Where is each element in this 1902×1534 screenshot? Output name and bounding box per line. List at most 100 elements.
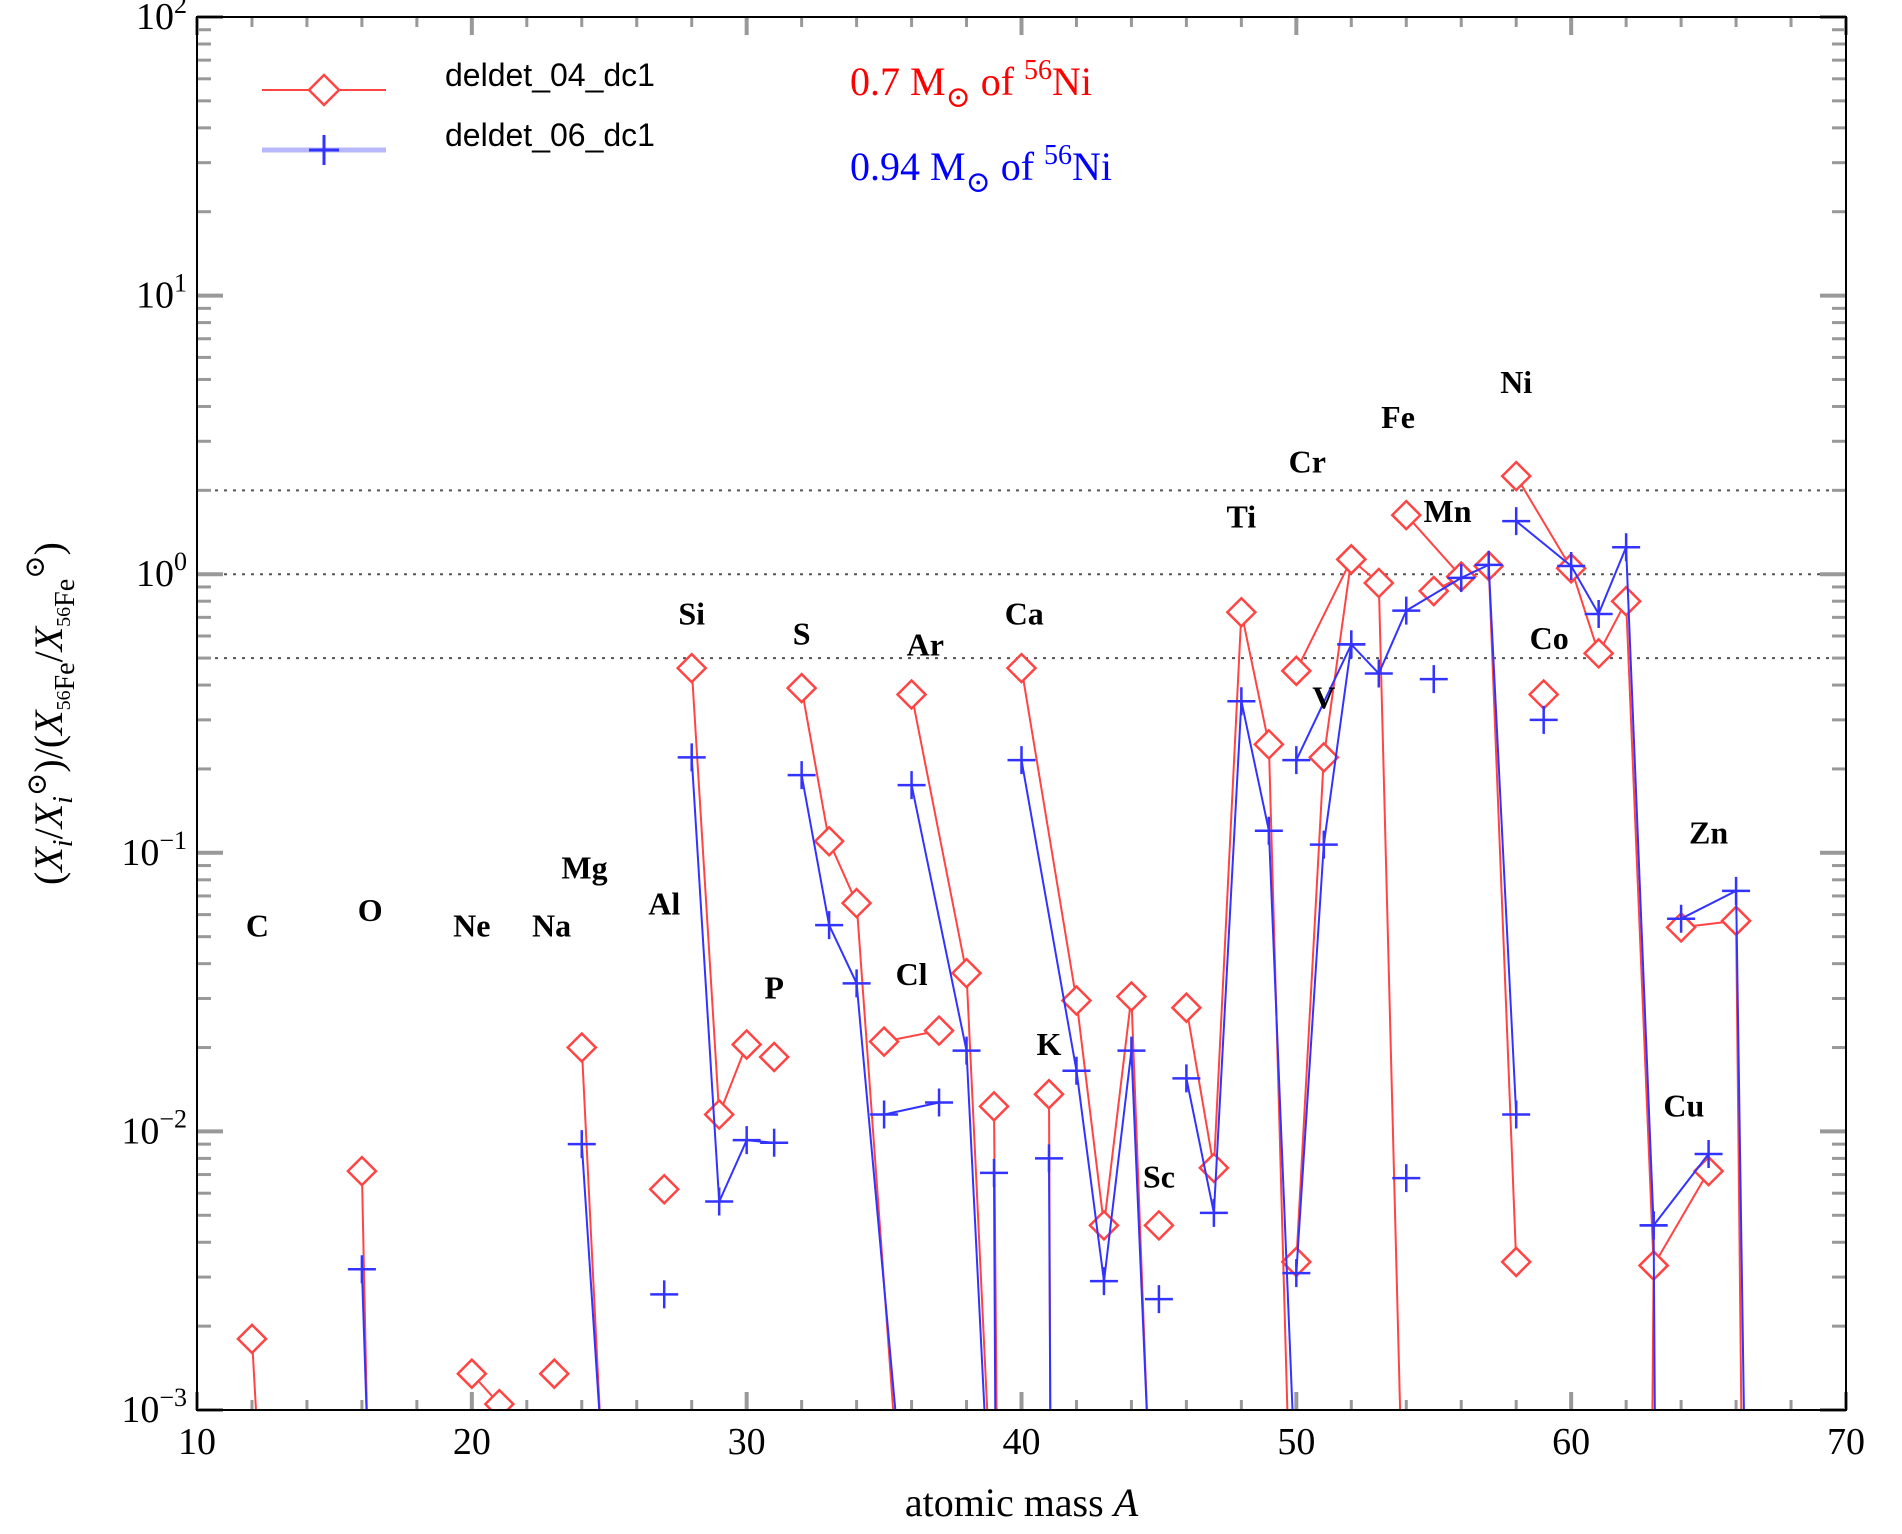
series-line-deldet_06_dc1-13 <box>1295 643 1353 761</box>
point-deldet_04_dc1-6-1 <box>703 1098 735 1131</box>
point-deldet_06_dc1-12-6 <box>1474 550 1503 579</box>
y-tick-label: 10−1 <box>121 826 187 874</box>
point-deldet_06_dc1-13-1 <box>1337 630 1366 659</box>
point-deldet_06_dc1-0-0 <box>347 1255 376 1284</box>
point-deldet_04_dc1-8-2 <box>840 887 873 919</box>
point-deldet_06_dc1-16-1 <box>1557 552 1586 581</box>
point-deldet_06_dc1-8-3 <box>1117 1036 1146 1065</box>
legend-label-deldet_04_dc1: deldet_04_dc1 <box>445 57 655 93</box>
element-label-P: P <box>764 969 784 1005</box>
point-deldet_04_dc1-9-0 <box>868 1025 900 1058</box>
point-deldet_06_dc1-19-0 <box>1667 904 1696 933</box>
x-axis-title-main: atomic mass <box>905 1480 1114 1525</box>
element-label-Na: Na <box>532 908 571 944</box>
y-tick-label: 10−2 <box>121 1104 187 1152</box>
point-deldet_06_dc1-12-4 <box>1392 596 1421 625</box>
element-label-S: S <box>793 615 811 651</box>
element-label-Zn: Zn <box>1689 814 1728 850</box>
point-deldet_04_dc1-5-0 <box>648 1173 680 1206</box>
y-tick-label: 10−3 <box>121 1383 187 1431</box>
x-tick-label: 30 <box>728 1421 766 1463</box>
point-deldet_04_dc1-12-2 <box>1088 1209 1120 1242</box>
point-deldet_04_dc1-9-1 <box>923 1014 955 1047</box>
annotation-0: 0.7 M⊙ of 56Ni <box>850 55 1092 114</box>
point-deldet_06_dc1-4-2 <box>842 969 871 998</box>
series-line-deldet_06_dc1-5 <box>883 1101 940 1116</box>
series-line-deldet_06_dc1-7 <box>993 1172 997 1410</box>
point-deldet_04_dc1-20-2 <box>1582 637 1615 670</box>
series-deldet_04_dc1 <box>236 460 1752 1410</box>
element-label-Mn: Mn <box>1423 493 1471 529</box>
x-tick-label: 50 <box>1277 1421 1315 1463</box>
point-deldet_06_dc1-1-0 <box>567 1130 596 1159</box>
reference-lines <box>197 489 1846 660</box>
point-deldet_06_dc1-6-1 <box>952 1036 981 1065</box>
element-label-V: V <box>1312 679 1335 715</box>
element-label-O: O <box>358 892 383 928</box>
point-deldet_06_dc1-12-0 <box>1282 1259 1311 1288</box>
legend-label-deldet_06_dc1: deldet_06_dc1 <box>445 117 655 153</box>
point-deldet_04_dc1-10-0 <box>895 678 928 711</box>
point-deldet_06_dc1-15-0 <box>1419 665 1448 694</box>
point-deldet_04_dc1-17-1 <box>1335 543 1368 576</box>
point-deldet_06_dc1-11-3 <box>1254 816 1283 845</box>
element-label-K: K <box>1037 1026 1062 1062</box>
point-deldet_04_dc1-18-0 <box>1390 499 1423 531</box>
legend-marker-deldet_04_dc1 <box>307 73 341 107</box>
series-deldet_06_dc1 <box>347 507 1751 1410</box>
annotation-1: 0.94 M⊙ of 56Ni <box>850 140 1112 199</box>
element-label-Ni: Ni <box>1500 364 1532 400</box>
point-deldet_04_dc1-2-1 <box>483 1388 516 1410</box>
series-line-deldet_04_dc1-18 <box>1405 514 1518 1262</box>
element-label-Ar: Ar <box>907 627 944 663</box>
series-line-deldet_06_dc1-3 <box>690 757 775 1203</box>
point-deldet_06_dc1-8-2 <box>1089 1267 1118 1296</box>
point-deldet_04_dc1-14-0 <box>1143 1209 1175 1242</box>
point-deldet_04_dc1-3-0 <box>538 1357 571 1390</box>
point-deldet_04_dc1-6-0 <box>675 652 708 684</box>
series-line-deldet_04_dc1-0 <box>251 1338 257 1410</box>
point-deldet_04_dc1-15-2 <box>1225 596 1258 629</box>
element-label-Ne: Ne <box>453 908 490 944</box>
series-line-deldet_06_dc1-16 <box>1515 520 1656 1410</box>
point-deldet_04_dc1-4-0 <box>565 1031 598 1064</box>
element-label-C: C <box>246 908 269 944</box>
point-deldet_04_dc1-18-3 <box>1500 1246 1532 1278</box>
point-deldet_06_dc1-3-3 <box>760 1128 789 1157</box>
point-deldet_04_dc1-12-3 <box>1115 980 1148 1013</box>
point-deldet_06_dc1-11-2 <box>1227 687 1256 716</box>
point-deldet_06_dc1-12-1 <box>1309 830 1338 859</box>
point-deldet_06_dc1-12-3 <box>1364 659 1393 688</box>
y-tick-label: 102 <box>136 0 187 38</box>
point-deldet_06_dc1-4-1 <box>815 911 844 940</box>
point-deldet_04_dc1-20-3 <box>1610 585 1642 617</box>
point-deldet_04_dc1-0-0 <box>236 1323 268 1355</box>
point-deldet_04_dc1-10-1 <box>950 957 983 989</box>
x-tick-label: 20 <box>453 1421 491 1463</box>
tick-labels: 10 20 30 40 50 60 70 10−3 10−2 10−1 100 101 102 <box>121 0 1865 1463</box>
point-deldet_04_dc1-7-0 <box>758 1041 790 1073</box>
point-deldet_04_dc1-13-0 <box>1033 1078 1065 1110</box>
element-label-Mg: Mg <box>561 849 607 885</box>
series-line-deldet_04_dc1-10 <box>910 694 989 1410</box>
point-deldet_06_dc1-16-0 <box>1502 507 1531 536</box>
point-deldet_06_dc1-11-1 <box>1199 1198 1228 1227</box>
point-deldet_04_dc1-17-0 <box>1280 655 1313 687</box>
point-deldet_04_dc1-8-1 <box>813 825 845 858</box>
element-label-Ca: Ca <box>1005 595 1044 631</box>
point-deldet_04_dc1-15-0 <box>1170 991 1203 1024</box>
element-label-Cl: Cl <box>896 956 928 992</box>
point-deldet_04_dc1-12-0 <box>1005 652 1038 684</box>
x-tick-label: 60 <box>1552 1421 1590 1463</box>
point-deldet_06_dc1-7-0 <box>980 1158 1009 1187</box>
point-deldet_06_dc1-4-0 <box>787 761 816 790</box>
annotations: 0.7 M⊙ of 56Ni 0.94 M⊙ of 56Ni <box>850 55 1112 199</box>
point-deldet_06_dc1-5-0 <box>870 1100 899 1129</box>
x-tick-label: 40 <box>1003 1421 1041 1463</box>
element-label-Co: Co <box>1530 620 1569 656</box>
plot-frame <box>196 16 1847 1411</box>
element-labels: C O Ne Na Mg Al Si P S Cl Ar Ca K Sc Ti Cr V Fe Mn Ni Co Cu Zn <box>246 364 1728 1194</box>
axis-ticks <box>195 15 1848 1412</box>
series-layer <box>236 460 1752 1410</box>
